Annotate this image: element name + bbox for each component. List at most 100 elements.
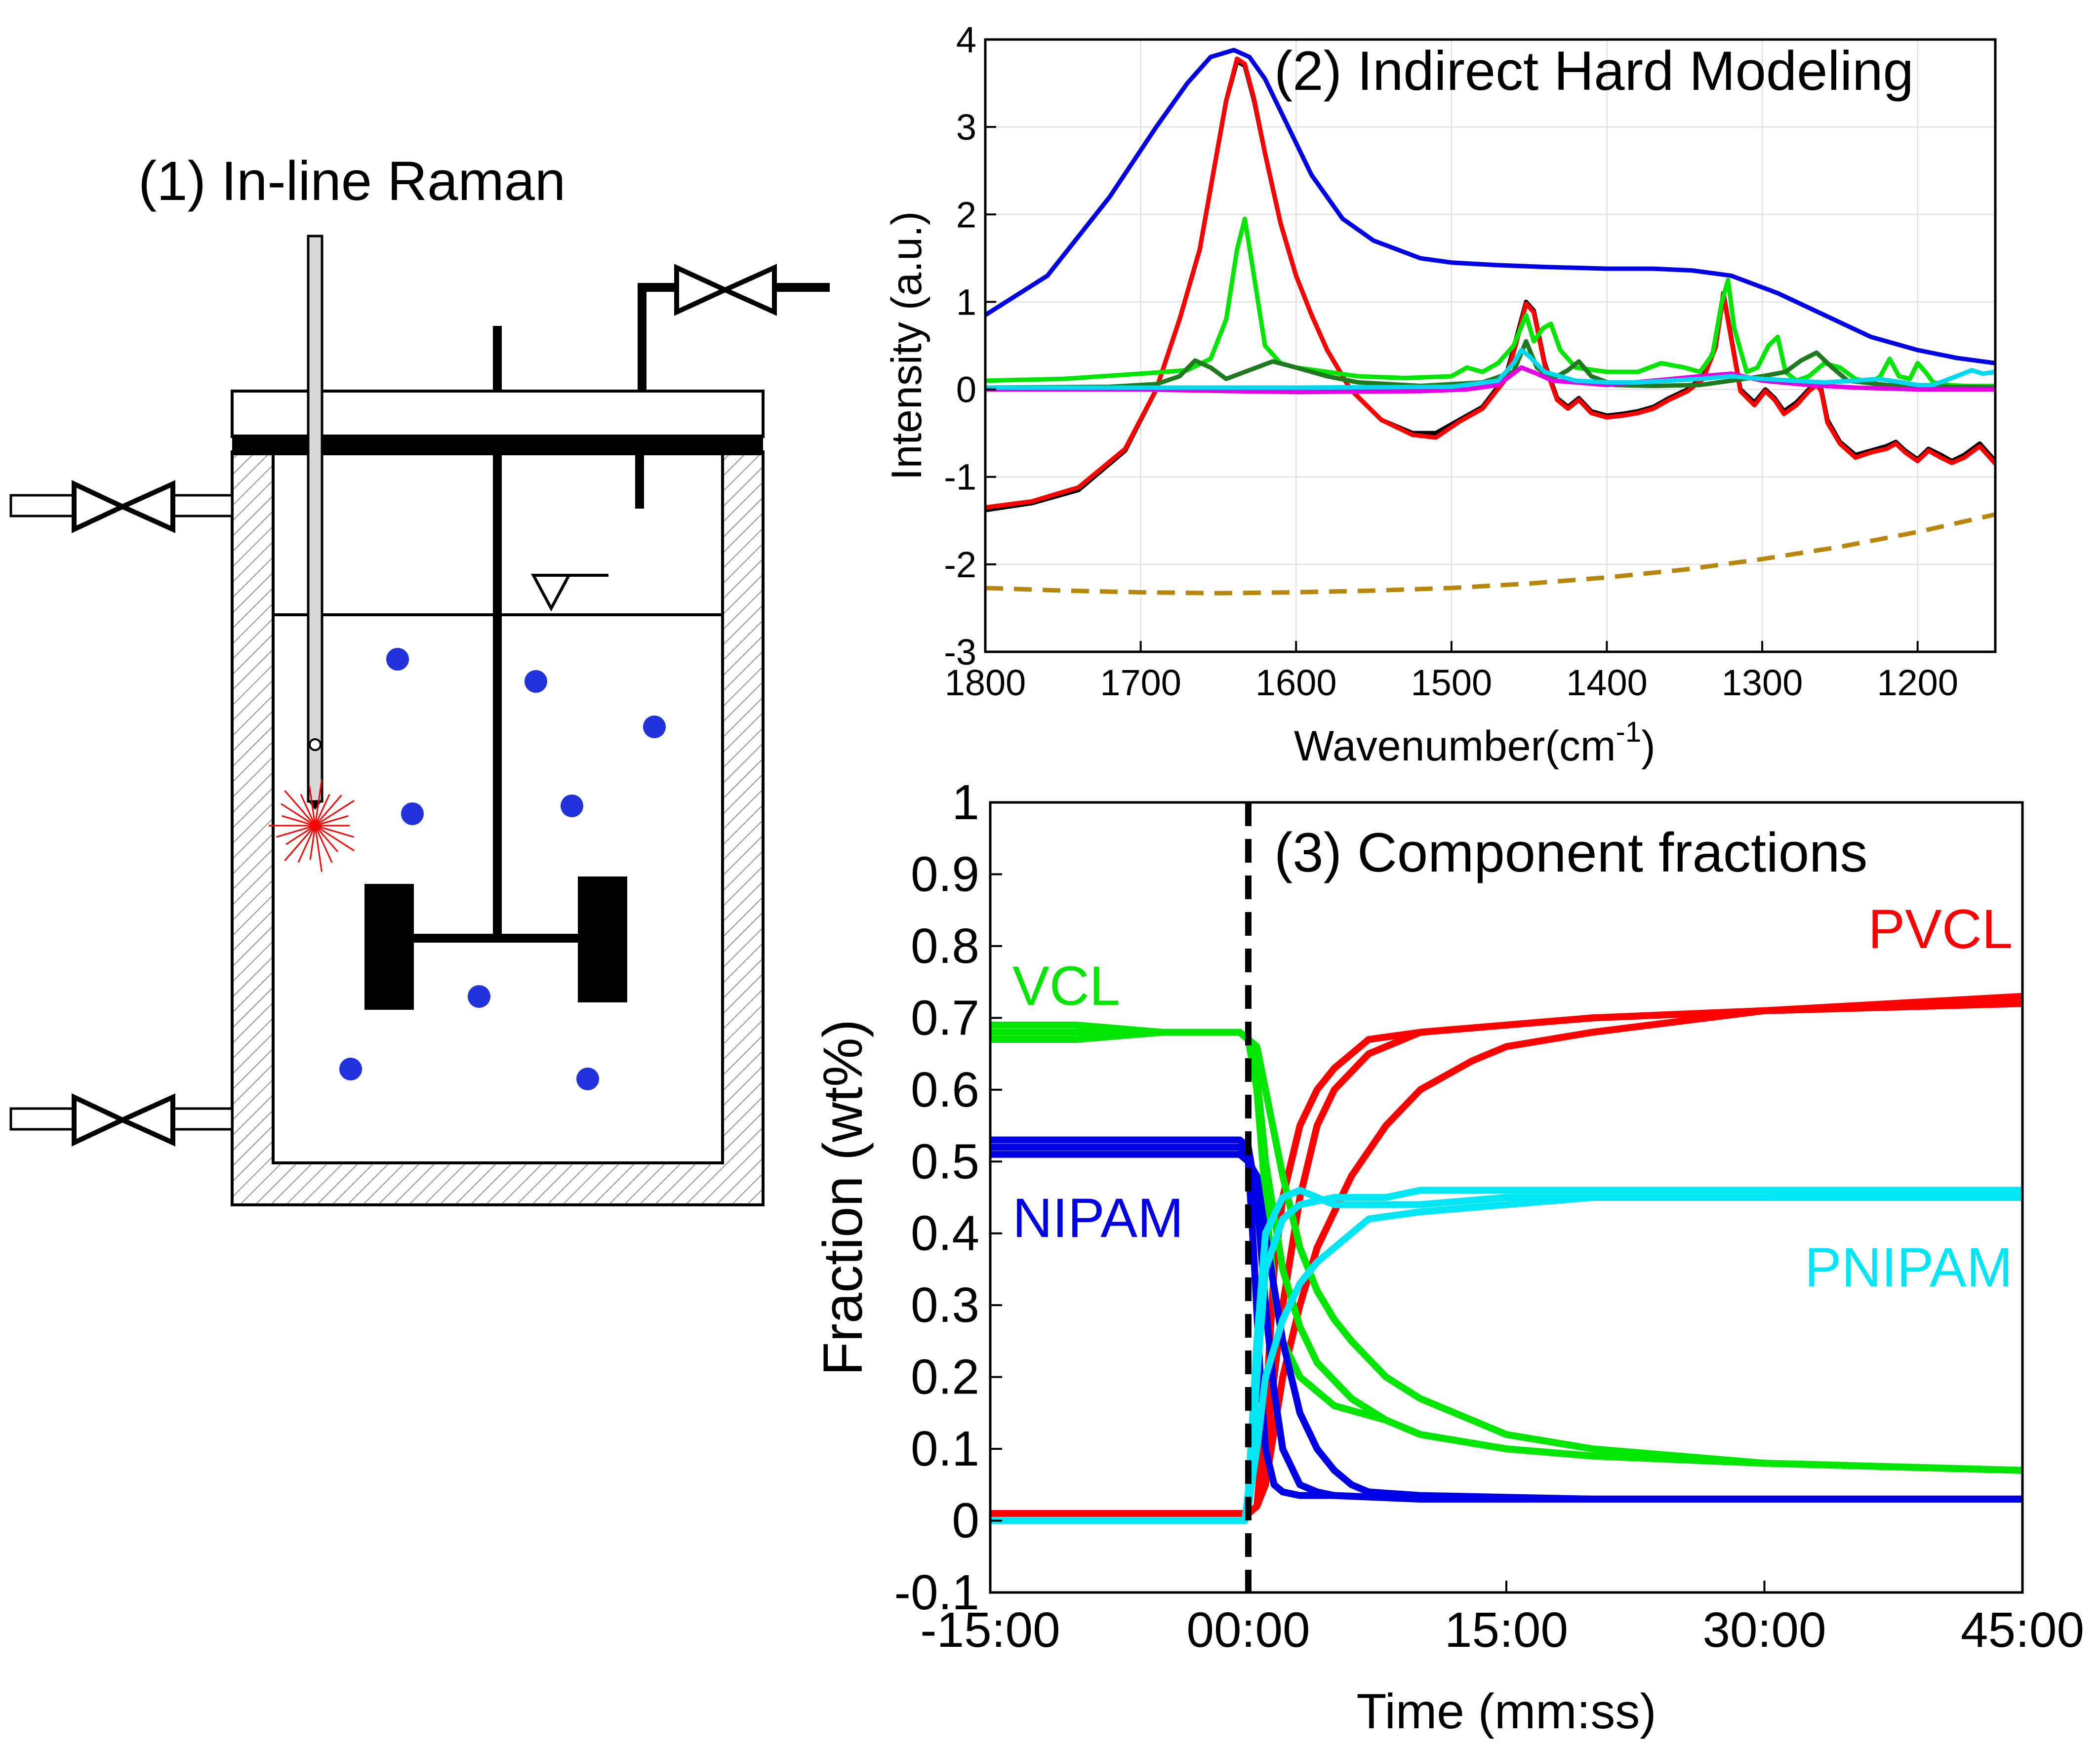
polymer-particle: [468, 985, 490, 1008]
polymer-particle: [525, 670, 547, 693]
polymer-particles: [339, 648, 666, 1090]
chart2-ytick-label: 2: [956, 194, 976, 235]
lower-side-valve: [9, 1093, 234, 1147]
stirrer: [364, 326, 627, 1010]
chart2-ytick-label: 1: [956, 281, 976, 322]
label-pvcl: PVCL: [1868, 898, 2013, 960]
chart2-grid: [985, 39, 1995, 652]
chart3-ytick-label: 0.3: [911, 1277, 979, 1333]
chart2-xtick-label: 1400: [1566, 662, 1648, 703]
chart2-ytick-label: 4: [956, 19, 976, 60]
chart3-series-pvcl: [990, 993, 2022, 1517]
label-vcl: VCL: [1012, 955, 1120, 1017]
chart3-ytick-label: 0.5: [911, 1134, 979, 1189]
chart3-ylabel: Fraction (wt%): [812, 1019, 874, 1376]
laser-ray: [309, 825, 316, 860]
laser-ray: [314, 794, 330, 826]
chart3-xtick-label: -15:00: [920, 1602, 1060, 1658]
chart2-ytick-label: -1: [944, 457, 976, 498]
laser-ray: [315, 825, 355, 838]
polymer-particle: [576, 1068, 599, 1090]
chart3-ytick-label: 0: [952, 1493, 979, 1549]
laser-ray: [314, 795, 342, 826]
chart-fractions: -15:00 00:00 15:00 30:00 45:00 -0.1 0 0.1 0.2 0.3…: [812, 775, 2084, 1739]
chart2-ylabel: Intensity (a.u.): [883, 211, 930, 480]
chart3-ytick-label: 0.8: [911, 918, 979, 974]
chart2-xlabel-main: Wavenumber(cm: [1294, 722, 1616, 770]
chart-ihm: 1800 1700 1600 1500 1400 1300 1200-3-2-101234 …: [883, 19, 1997, 770]
laser-burst: [269, 779, 355, 872]
liquid-level-symbol: [530, 574, 608, 612]
chart2-series-line-gold: [985, 512, 1995, 596]
chart2-xlabel-end: ): [1641, 722, 1656, 770]
laser-ray: [297, 825, 316, 863]
laser-ray: [315, 825, 355, 852]
label-pnipam: PNIPAM: [1805, 1236, 2013, 1298]
chart2-ytick-label: 0: [956, 369, 976, 410]
chart3-series-nipam: [990, 1151, 2022, 1503]
laser-ray: [281, 803, 316, 827]
raman-probe: [307, 235, 323, 810]
chart2-series: [985, 47, 1995, 596]
chart3-xtick-label: 15:00: [1445, 1602, 1568, 1658]
laser-ray: [285, 825, 316, 845]
chart3-ytick-label: 0.4: [911, 1206, 979, 1261]
chart2-ytick-label: 3: [956, 107, 976, 148]
chart3-ytick-label: 0.1: [911, 1421, 979, 1476]
panel1-title: (1) In-line Raman: [138, 150, 565, 212]
laser-ray: [300, 794, 316, 826]
chart2-series-line-blue: [985, 47, 1995, 365]
chart2-ytick-label: -2: [944, 544, 976, 585]
upper-side-valve: [9, 480, 234, 533]
reactor-diagram: (1) In-line Raman: [9, 150, 830, 1206]
chart3-ticks: -15:00 00:00 15:00 30:00 45:00 -0.1 0 0.1 0.2 0.3…: [894, 775, 2084, 1658]
laser-ray: [315, 799, 355, 827]
laser-ray: [314, 825, 333, 863]
chart3-xtick-label: 45:00: [1961, 1602, 2084, 1658]
laser-ray: [284, 790, 316, 826]
laser-ray: [315, 815, 349, 827]
laser-ray: [282, 815, 316, 827]
chart2-xtick-label: 1600: [1255, 662, 1337, 703]
chart3-ytick-label: 0.2: [911, 1350, 979, 1405]
chart3-ytick-label: 0.7: [911, 990, 979, 1045]
chart3-ytick-label: 0.6: [911, 1062, 979, 1117]
chart2-series-line-cyan: [985, 348, 1995, 390]
chart3-ytick-label: -0.1: [894, 1565, 979, 1620]
chart2-ticks: 1800 1700 1600 1500 1400 1300 1200 -3 -2 -1 0 1 2 3 4: [944, 19, 1958, 703]
chart2-series-line-red: [985, 56, 1995, 510]
polymer-particle: [386, 648, 409, 671]
chart2-ytick-label: -3: [944, 632, 976, 673]
laser-ray: [308, 785, 316, 826]
chart2-xlabel: Wavenumber(cm-1): [1294, 716, 1656, 770]
laser-ray: [314, 825, 338, 852]
chart3-ytick-label: 1: [952, 775, 979, 830]
chart2-frame: [984, 38, 1997, 653]
chart2-xtick-label: 1300: [1722, 662, 1803, 703]
chart2-series-line-black: [985, 59, 1995, 513]
top-outlet: [635, 264, 830, 509]
chart3-ytick-label: 0.9: [911, 846, 979, 902]
chart2-series-line-lime: [985, 216, 1995, 388]
polymer-particle: [401, 802, 424, 825]
polymer-particle: [643, 716, 666, 738]
chart3-title: (3) Component fractions: [1274, 822, 1867, 883]
chart2-xlabel-sup: -1: [1616, 716, 1642, 748]
polymer-particle: [339, 1058, 362, 1080]
chart2-xtick-label: 1800: [945, 662, 1026, 703]
chart2-xtick-label: 1500: [1411, 662, 1493, 703]
chart2-title: (2) Indirect Hard Modeling: [1274, 40, 1914, 102]
chart3-xtick-label: 00:00: [1186, 1602, 1310, 1658]
chart2-series-line-magenta: [985, 365, 1995, 395]
polymer-particle: [561, 795, 583, 817]
laser-ray: [276, 825, 316, 838]
chart3-xlabel: Time (mm:ss): [1356, 1684, 1656, 1739]
label-nipam: NIPAM: [1012, 1187, 1183, 1249]
chart3-xtick-label: 30:00: [1702, 1602, 1826, 1658]
chart2-xtick-label: 1200: [1877, 662, 1958, 703]
laser-ray: [314, 825, 323, 872]
chart2-xtick-label: 1700: [1100, 662, 1181, 703]
laser-ray: [284, 825, 316, 862]
laser-ray: [314, 779, 323, 826]
